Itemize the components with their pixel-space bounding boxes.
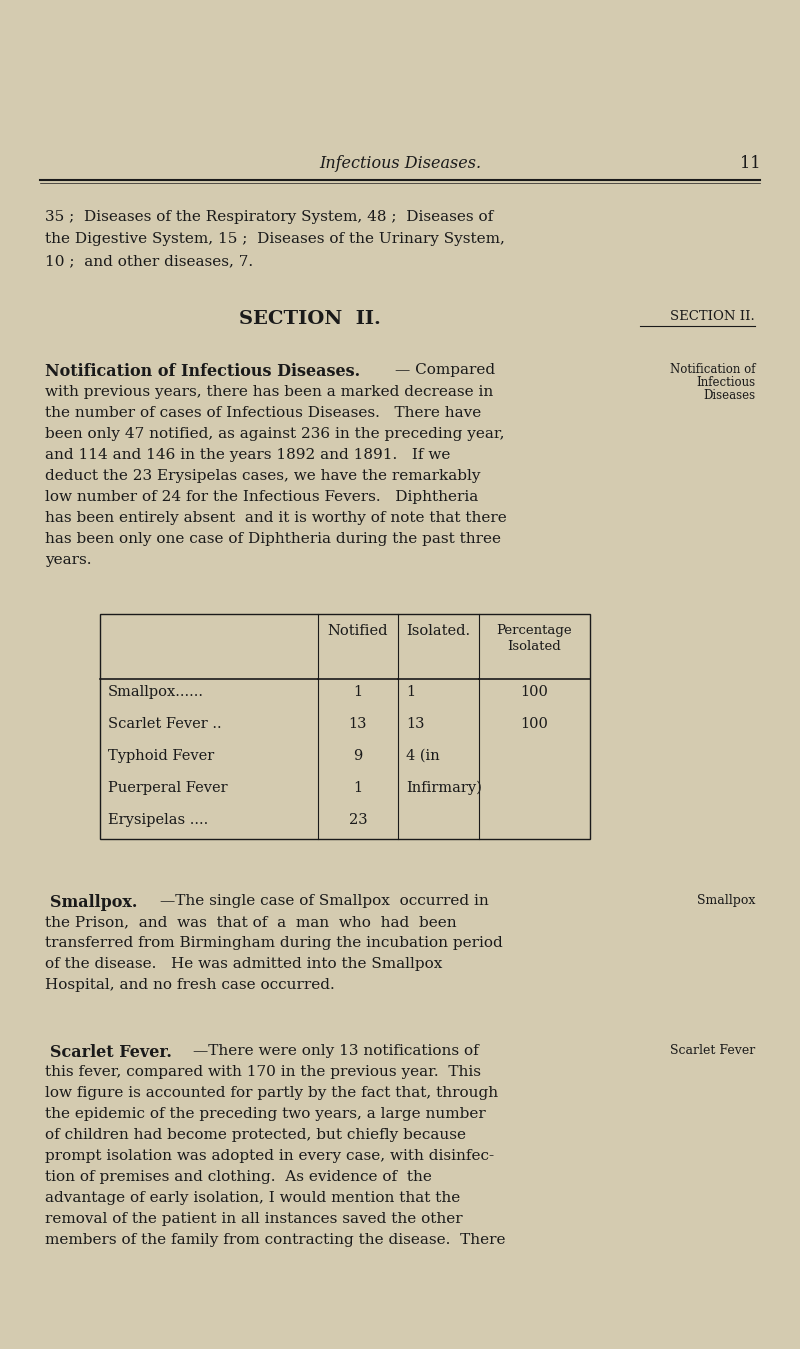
Text: Scarlet Fever.: Scarlet Fever.: [50, 1044, 172, 1062]
Text: 11: 11: [739, 155, 760, 173]
Text: Diseases: Diseases: [703, 389, 755, 402]
Text: the epidemic of the preceding two years, a large number: the epidemic of the preceding two years,…: [45, 1108, 486, 1121]
Text: Hospital, and no fresh case occurred.: Hospital, and no fresh case occurred.: [45, 978, 334, 992]
Text: low number of 24 for the Infectious Fevers.   Diphtheria: low number of 24 for the Infectious Feve…: [45, 490, 478, 505]
Text: Notification of: Notification of: [670, 363, 755, 376]
Text: deduct the 23 Erysipelas cases, we have the remarkably: deduct the 23 Erysipelas cases, we have …: [45, 469, 481, 483]
Text: removal of the patient in all instances saved the other: removal of the patient in all instances …: [45, 1211, 462, 1226]
Text: Scarlet Fever ..: Scarlet Fever ..: [108, 718, 222, 731]
Text: of the disease.   He was admitted into the Smallpox: of the disease. He was admitted into the…: [45, 956, 442, 971]
Text: this fever, compared with 170 in the previous year.  This: this fever, compared with 170 in the pre…: [45, 1064, 481, 1079]
Text: —The single case of Smallpox  occurred in: —The single case of Smallpox occurred in: [160, 894, 489, 908]
Text: Percentage
Isolated: Percentage Isolated: [496, 625, 572, 653]
Text: 1: 1: [406, 685, 415, 699]
Text: 23: 23: [349, 813, 367, 827]
Text: with previous years, there has been a marked decrease in: with previous years, there has been a ma…: [45, 384, 494, 399]
Text: been only 47 notified, as against 236 in the preceding year,: been only 47 notified, as against 236 in…: [45, 428, 505, 441]
Text: 1: 1: [354, 685, 362, 699]
Text: Puerperal Fever: Puerperal Fever: [108, 781, 228, 795]
Text: Notified: Notified: [328, 625, 388, 638]
Text: 13: 13: [349, 718, 367, 731]
Text: the number of cases of Infectious Diseases.   There have: the number of cases of Infectious Diseas…: [45, 406, 482, 420]
Text: Scarlet Fever: Scarlet Fever: [670, 1044, 755, 1058]
Text: of children had become protected, but chiefly because: of children had become protected, but ch…: [45, 1128, 466, 1143]
Text: the Prison,  and  was  that of  a  man  who  had  been: the Prison, and was that of a man who ha…: [45, 915, 457, 929]
Text: 13: 13: [406, 718, 425, 731]
Text: 4 (in: 4 (in: [406, 749, 440, 764]
Text: members of the family from contracting the disease.  There: members of the family from contracting t…: [45, 1233, 506, 1246]
Text: transferred from Birmingham during the incubation period: transferred from Birmingham during the i…: [45, 936, 502, 950]
Text: Smallpox: Smallpox: [697, 894, 755, 907]
Text: Erysipelas ....: Erysipelas ....: [108, 813, 208, 827]
Text: has been entirely absent  and it is worthy of note that there: has been entirely absent and it is worth…: [45, 511, 506, 525]
Text: Smallpox.: Smallpox.: [50, 894, 138, 911]
Text: low figure is accounted for partly by the fact that, through: low figure is accounted for partly by th…: [45, 1086, 498, 1099]
Text: the Digestive System, 15 ;  Diseases of the Urinary System,: the Digestive System, 15 ; Diseases of t…: [45, 232, 505, 246]
Text: Infectious: Infectious: [696, 376, 755, 389]
Text: SECTION II.: SECTION II.: [670, 310, 755, 322]
Text: 10 ;  and other diseases, 7.: 10 ; and other diseases, 7.: [45, 254, 253, 268]
Text: 9: 9: [354, 749, 362, 764]
Text: and 114 and 146 in the years 1892 and 1891.   If we: and 114 and 146 in the years 1892 and 18…: [45, 448, 450, 461]
Text: —There were only 13 notifications of: —There were only 13 notifications of: [193, 1044, 478, 1058]
Text: — Compared: — Compared: [395, 363, 495, 376]
Text: 100: 100: [520, 685, 548, 699]
Text: tion of premises and clothing.  As evidence of  the: tion of premises and clothing. As eviden…: [45, 1170, 432, 1184]
Text: Infirmary): Infirmary): [406, 781, 482, 796]
Text: Smallpox......: Smallpox......: [108, 685, 204, 699]
Text: Notification of Infectious Diseases.: Notification of Infectious Diseases.: [45, 363, 360, 380]
Text: Isolated.: Isolated.: [406, 625, 470, 638]
Text: years.: years.: [45, 553, 91, 567]
Text: 1: 1: [354, 781, 362, 795]
Text: 100: 100: [520, 718, 548, 731]
Text: SECTION  II.: SECTION II.: [239, 310, 381, 328]
Bar: [100, 614, 590, 839]
Text: has been only one case of Diphtheria during the past three: has been only one case of Diphtheria dur…: [45, 532, 501, 546]
Text: Typhoid Fever: Typhoid Fever: [108, 749, 214, 764]
Text: advantage of early isolation, I would mention that the: advantage of early isolation, I would me…: [45, 1191, 460, 1205]
Text: 35 ;  Diseases of the Respiratory System, 48 ;  Diseases of: 35 ; Diseases of the Respiratory System,…: [45, 210, 494, 224]
Text: prompt isolation was adopted in every case, with disinfec-: prompt isolation was adopted in every ca…: [45, 1149, 494, 1163]
Text: Infectious Diseases.: Infectious Diseases.: [319, 155, 481, 173]
